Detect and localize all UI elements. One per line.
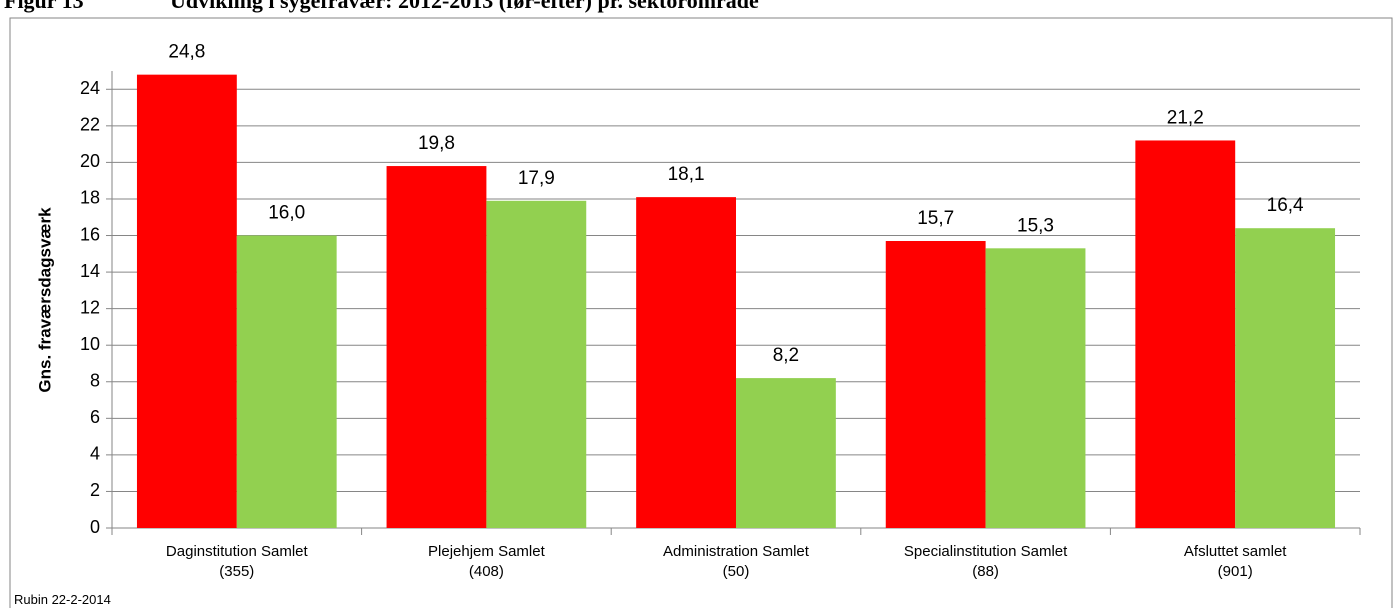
value-label: 19,8 — [418, 133, 455, 154]
y-axis-label: Gns. fraværsdagsværk — [35, 207, 54, 393]
x-tick-label: (901) — [1218, 563, 1253, 580]
y-tick-label: 6 — [90, 407, 100, 427]
chart-title: Udvikling i sygefravær: 2012-2013 (før-e… — [170, 0, 759, 13]
bar — [1235, 228, 1336, 528]
value-label: 16,0 — [268, 203, 305, 224]
bar — [136, 74, 237, 528]
bar — [486, 200, 587, 528]
value-label: 21,2 — [1167, 107, 1204, 128]
x-tick-label: (408) — [469, 563, 504, 580]
x-tick-label: (88) — [972, 563, 999, 580]
y-tick-label: 24 — [80, 78, 100, 98]
figure-number: Figur 13 — [4, 0, 84, 13]
y-tick-label: 18 — [80, 188, 100, 208]
bar — [636, 197, 736, 528]
y-tick-label: 12 — [80, 297, 100, 317]
x-tick-label: Specialinstitution Samlet — [904, 543, 1068, 560]
y-tick-label: 14 — [80, 261, 100, 281]
bar — [885, 241, 986, 528]
x-tick-label: Administration Samlet — [663, 543, 810, 560]
value-label: 8,2 — [773, 345, 799, 366]
value-label: 24,8 — [168, 42, 205, 63]
y-tick-label: 16 — [80, 224, 100, 244]
y-tick-label: 8 — [90, 371, 100, 391]
y-tick-label: 20 — [80, 151, 100, 171]
x-tick-label: (50) — [723, 563, 750, 580]
bar — [736, 378, 836, 528]
y-tick-label: 10 — [80, 334, 100, 354]
x-tick-label: Daginstitution Samlet — [166, 543, 309, 560]
value-label: 15,3 — [1017, 215, 1054, 236]
bar — [1135, 140, 1236, 529]
y-tick-label: 2 — [90, 480, 100, 500]
y-tick-label: 22 — [80, 115, 100, 135]
bar — [985, 248, 1086, 529]
value-label: 18,1 — [668, 164, 705, 185]
x-tick-label: (355) — [219, 563, 254, 580]
footnote: Rubin 22-2-2014 — [14, 592, 111, 607]
value-label: 17,9 — [518, 168, 555, 189]
bar — [386, 166, 487, 528]
y-tick-label: 0 — [90, 517, 100, 537]
y-tick-label: 4 — [90, 444, 100, 464]
x-tick-label: Afsluttet samlet — [1184, 543, 1287, 560]
bar — [236, 235, 337, 528]
x-tick-label: Plejehjem Samlet — [428, 543, 546, 560]
value-label: 16,4 — [1267, 195, 1304, 216]
value-label: 15,7 — [917, 208, 954, 229]
